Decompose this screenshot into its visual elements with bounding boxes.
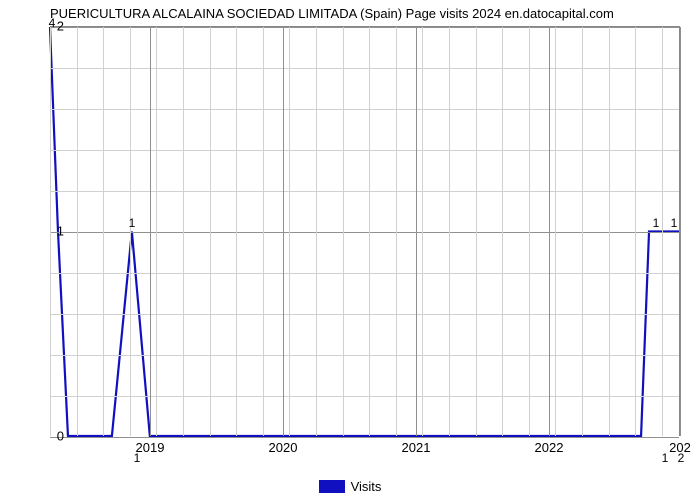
gridline-v-minor — [77, 27, 78, 436]
y-axis-label: 1 — [57, 224, 64, 239]
data-point-label: 1 — [671, 216, 678, 230]
gridline-v-minor — [476, 27, 477, 436]
gridline-v-minor — [103, 27, 104, 436]
gridline-v-major — [680, 27, 681, 436]
gridline-v-minor — [662, 27, 663, 436]
gridline-v-major — [283, 27, 284, 436]
x-axis-label: 2022 — [535, 440, 564, 455]
gridline-v-minor — [156, 27, 157, 436]
gridline-v-minor — [236, 27, 237, 436]
gridline-h-minor — [50, 150, 679, 151]
gridline-h-minor — [50, 355, 679, 356]
gridline-h-major — [50, 27, 679, 28]
gridline-v-minor — [50, 27, 51, 436]
gridline-v-minor — [343, 27, 344, 436]
gridline-v-minor — [130, 27, 131, 436]
gridline-v-minor — [210, 27, 211, 436]
data-point-label: 1 — [653, 216, 660, 230]
gridline-v-minor — [502, 27, 503, 436]
gridline-h-major — [50, 437, 679, 438]
data-point-label: 4 — [49, 16, 56, 30]
gridline-v-major — [549, 27, 550, 436]
gridline-v-major — [150, 27, 151, 436]
x-axis-label: 2020 — [269, 440, 298, 455]
gridline-h-minor — [50, 191, 679, 192]
gridline-v-minor — [369, 27, 370, 436]
gridline-v-minor — [529, 27, 530, 436]
legend-label: Visits — [351, 479, 382, 494]
gridline-v-major — [416, 27, 417, 436]
data-point-label: 1 — [134, 451, 141, 465]
gridline-h-minor — [50, 273, 679, 274]
gridline-h-minor — [50, 68, 679, 69]
gridline-v-minor — [582, 27, 583, 436]
gridline-v-minor — [449, 27, 450, 436]
x-axis-label: 2021 — [402, 440, 431, 455]
gridline-v-minor — [396, 27, 397, 436]
gridline-v-minor — [316, 27, 317, 436]
y-axis-label: 0 — [57, 429, 64, 444]
chart-title: PUERICULTURA ALCALAINA SOCIEDAD LIMITADA… — [50, 6, 614, 21]
gridline-h-major — [50, 232, 679, 233]
gridline-h-minor — [50, 109, 679, 110]
gridline-v-minor — [555, 27, 556, 436]
gridline-v-minor — [263, 27, 264, 436]
gridline-v-minor — [609, 27, 610, 436]
legend-swatch — [319, 480, 345, 493]
gridline-v-minor — [183, 27, 184, 436]
chart-plot-area — [50, 26, 680, 436]
data-point-label: 2 — [678, 451, 685, 465]
gridline-v-minor — [422, 27, 423, 436]
gridline-v-minor — [289, 27, 290, 436]
y-axis-label: 2 — [57, 19, 64, 34]
gridline-v-minor — [635, 27, 636, 436]
gridline-h-minor — [50, 396, 679, 397]
chart-legend: Visits — [0, 479, 700, 494]
gridline-h-minor — [50, 314, 679, 315]
data-point-label: 1 — [129, 216, 136, 230]
data-point-label: 1 — [662, 451, 669, 465]
